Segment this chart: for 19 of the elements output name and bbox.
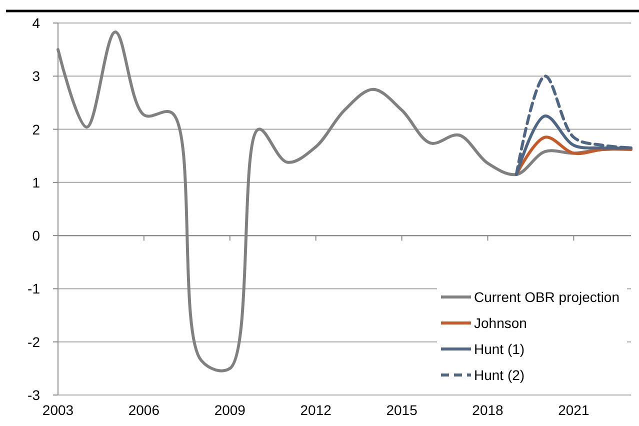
y-tick-label: 3: [32, 68, 40, 84]
x-tick-label: 2003: [42, 402, 74, 418]
legend-label: Johnson: [474, 315, 527, 331]
y-tick-label: 1: [32, 174, 40, 190]
x-tick-label: 2021: [558, 402, 590, 418]
x-tick-label: 2015: [386, 402, 418, 418]
x-tick-label: 2012: [300, 402, 332, 418]
y-tick-label: 4: [32, 15, 40, 31]
y-tick-label: -2: [28, 334, 40, 350]
x-tick-label: 2009: [214, 402, 246, 418]
x-tick-label: 2006: [128, 402, 160, 418]
y-tick-label: 0: [32, 228, 40, 244]
y-tick-label: -3: [28, 387, 40, 403]
y-tick-label: -1: [28, 280, 40, 297]
legend-label: Current OBR projection: [474, 289, 620, 305]
legend-label: Hunt (1): [474, 341, 525, 357]
x-tick-label: 2018: [472, 402, 504, 418]
legend-label: Hunt (2): [474, 367, 525, 383]
y-tick-label: 2: [32, 121, 40, 138]
